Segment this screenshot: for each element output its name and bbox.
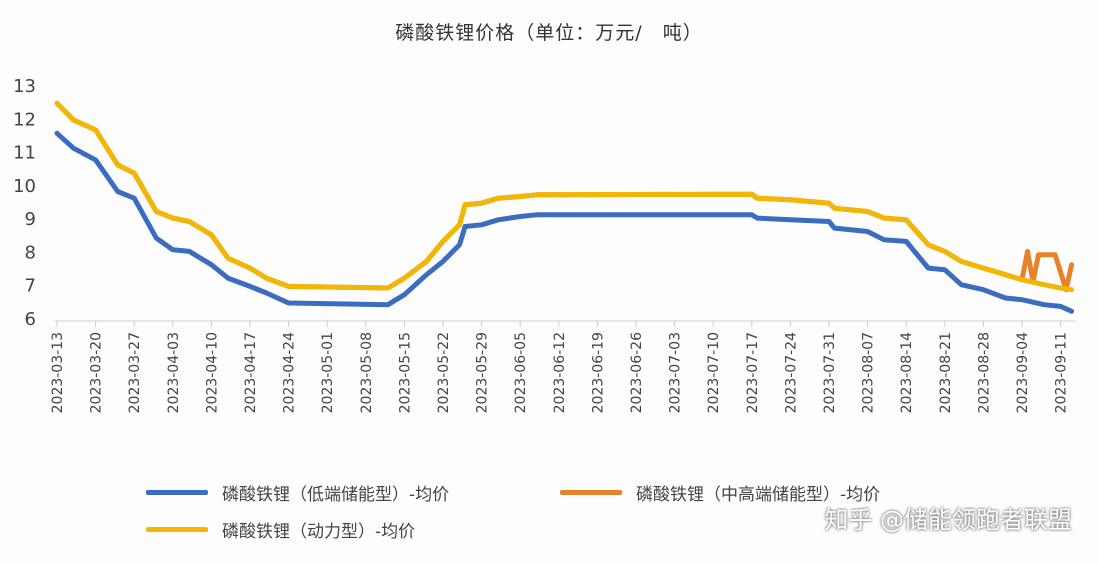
legend-item-mid-high-end: 磷酸铁锂（中高端储能型）-均价 [560,480,880,505]
legend-swatch [560,490,622,495]
x-tick-label: 2023-03-27 [127,332,143,413]
x-tick-label: 2023-04-17 [243,332,259,413]
y-tick-label: 7 [25,276,36,297]
y-tick-label: 9 [25,209,36,230]
y-tick-label: 13 [13,76,36,97]
x-tick-label: 2023-04-10 [204,332,220,413]
x-tick-label: 2023-06-26 [629,332,645,413]
x-tick-label: 2023-05-15 [397,332,413,413]
x-tick-label: 2023-05-08 [359,332,375,413]
legend-swatch [146,527,208,532]
legend-item-power: 磷酸铁锂（动力型）-均价 [146,517,415,542]
y-tick-label: 12 [13,109,36,130]
legend-label: 磷酸铁锂（低端储能型）-均价 [222,485,450,505]
legend-label: 磷酸铁锂（中高端储能型）-均价 [636,485,881,505]
legend-label: 磷酸铁锂（动力型）-均价 [222,522,416,542]
x-tick-label: 2023-09-04 [1015,332,1031,413]
chart-title: 磷酸铁锂价格（单位：万元/ 吨） [395,22,703,44]
x-tick-label: 2023-07-03 [668,332,684,413]
y-tick-label: 11 [13,143,36,164]
x-tick-label: 2023-05-29 [475,332,491,413]
series-line-power [54,100,1075,293]
x-tick-label: 2023-07-10 [706,332,722,413]
y-tick-label: 10 [13,176,36,197]
x-tick-label: 2023-05-22 [436,332,452,413]
x-tick-label: 2023-04-03 [166,332,182,413]
legend-swatch [146,490,208,495]
series-line-low-end [54,130,1075,314]
x-tick-label: 2023-06-05 [513,332,529,413]
x-tick-label: 2023-06-19 [590,332,606,413]
x-tick-label: 2023-03-13 [50,332,66,413]
x-tick-label: 2023-07-24 [783,332,799,413]
x-tick-label: 2023-04-24 [282,332,298,413]
watermark: 知乎 @储能领跑者联盟 [824,506,1072,534]
x-tick-label: 2023-09-11 [1054,332,1070,413]
x-tick-label: 2023-06-12 [552,332,568,413]
x-tick-label: 2023-05-01 [320,332,336,413]
x-tick-label: 2023-08-14 [899,332,915,413]
y-tick-label: 6 [25,309,36,330]
legend-item-low-end: 磷酸铁锂（低端储能型）-均价 [146,480,449,505]
x-tick-label: 2023-07-17 [745,332,761,413]
x-tick-label: 2023-07-31 [822,332,838,413]
y-tick-label: 8 [25,242,36,263]
x-tick-label: 2023-08-28 [976,332,992,413]
x-tick-label: 2023-03-20 [89,332,105,413]
x-tick-label: 2023-08-07 [861,332,877,413]
x-tick-label: 2023-08-21 [938,332,954,413]
